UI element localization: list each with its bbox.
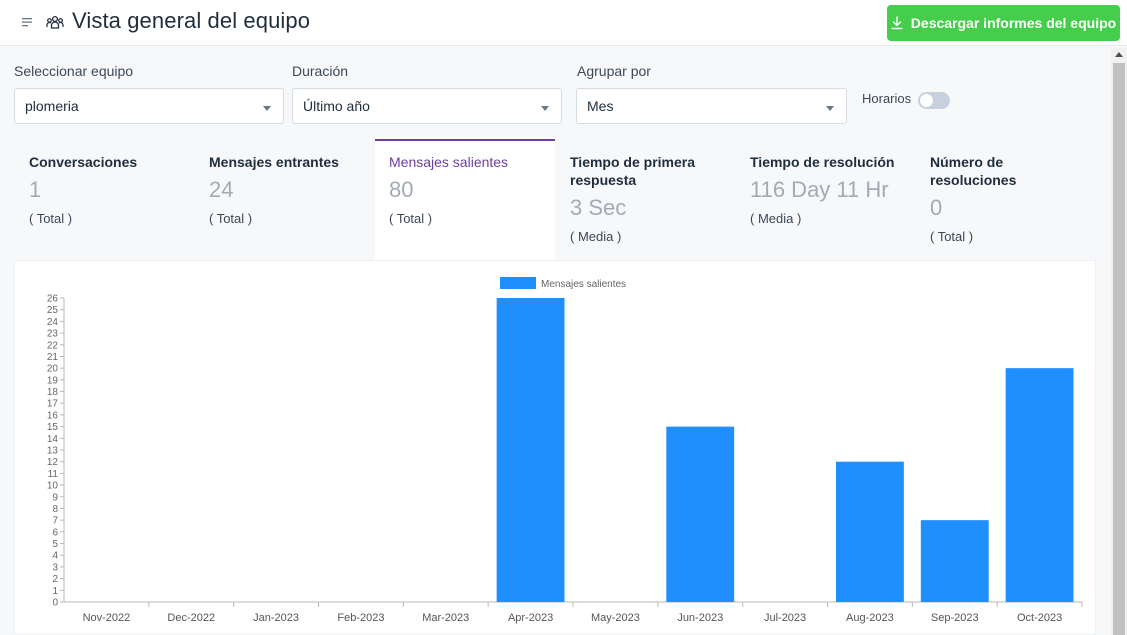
metric-subtitle: ( Total ) <box>930 229 974 244</box>
group-by-select-value: Mes <box>587 98 614 114</box>
y-tick-label: 18 <box>47 387 59 398</box>
y-tick-label: 22 <box>47 340 59 351</box>
metric-value: 80 <box>389 177 414 202</box>
legend-label: Mensajes salientes <box>541 279 626 290</box>
metric-card-resolution-count[interactable]: Número de resoluciones 0 ( Total ) <box>916 139 1106 261</box>
metric-card-conversations[interactable]: Conversaciones 1 ( Total ) <box>15 139 195 261</box>
team-select-value: plomeria <box>25 98 79 114</box>
x-tick-label: May-2023 <box>591 612 640 624</box>
x-tick-label: Nov-2022 <box>83 612 131 624</box>
x-tick-label: Sep-2023 <box>931 612 979 624</box>
business-hours-toggle[interactable] <box>918 92 950 109</box>
y-tick-label: 15 <box>47 422 59 433</box>
y-tick-label: 10 <box>47 481 59 492</box>
y-tick-label: 12 <box>47 457 59 468</box>
y-tick-label: 23 <box>47 329 59 340</box>
team-select-label: Seleccionar equipo <box>14 63 134 79</box>
vertical-scrollbar[interactable] <box>1111 48 1127 635</box>
y-tick-label: 9 <box>52 492 58 503</box>
x-tick-label: Dec-2022 <box>167 612 215 624</box>
caret-down-icon <box>826 106 834 111</box>
bar <box>496 298 565 602</box>
team-select[interactable]: plomeria <box>14 88 284 124</box>
scroll-up-arrow-icon[interactable] <box>1115 52 1123 57</box>
y-tick-label: 3 <box>52 562 58 573</box>
x-tick-label: Feb-2023 <box>337 612 384 624</box>
metric-title: Mensajes entrantes <box>209 154 339 170</box>
y-tick-label: 2 <box>52 574 58 585</box>
metric-title: Número de resoluciones <box>930 154 1017 188</box>
metric-card-first-response-time[interactable]: Tiempo de primera respuesta 3 Sec ( Medi… <box>556 139 736 261</box>
x-tick-label: Jun-2023 <box>677 612 723 624</box>
y-tick-label: 6 <box>52 527 58 538</box>
menu-lines-icon[interactable] <box>20 14 34 30</box>
y-tick-label: 0 <box>52 598 58 609</box>
metric-value: 0 <box>930 195 943 220</box>
y-tick-label: 7 <box>52 516 58 527</box>
metric-value: 24 <box>209 177 234 202</box>
metric-subtitle: ( Media ) <box>750 211 802 226</box>
bar <box>835 461 904 602</box>
duration-select[interactable]: Último año <box>292 88 562 124</box>
group-by-select[interactable]: Mes <box>576 88 847 124</box>
y-tick-label: 8 <box>52 504 58 515</box>
metric-subtitle: ( Media ) <box>570 229 622 244</box>
y-tick-label: 11 <box>48 469 59 480</box>
y-tick-label: 17 <box>47 399 59 410</box>
metric-title: Tiempo de primera respuesta <box>570 154 696 188</box>
x-tick-label: Jul-2023 <box>764 612 806 624</box>
bar <box>666 426 735 602</box>
x-tick-label: Mar-2023 <box>422 612 469 624</box>
caret-down-icon <box>541 106 549 111</box>
download-icon <box>891 16 903 30</box>
x-tick-label: Oct-2023 <box>1017 612 1062 624</box>
bar <box>920 520 989 602</box>
x-tick-label: Jan-2023 <box>253 612 299 624</box>
metric-subtitle: ( Total ) <box>29 211 73 226</box>
y-tick-label: 1 <box>52 586 58 597</box>
team-icon <box>46 15 64 29</box>
legend-swatch <box>500 277 536 289</box>
duration-select-label: Duración <box>292 63 349 79</box>
y-tick-label: 19 <box>47 375 59 386</box>
y-tick-label: 20 <box>47 364 59 375</box>
metric-value: 1 <box>29 177 42 202</box>
y-tick-label: 13 <box>47 446 59 457</box>
metric-card-outgoing-messages[interactable]: Mensajes salientes 80 ( Total ) <box>375 139 555 261</box>
metric-title: Conversaciones <box>29 154 138 170</box>
y-tick-label: 21 <box>47 352 59 363</box>
caret-down-icon <box>263 106 271 111</box>
metric-card-incoming-messages[interactable]: Mensajes entrantes 24 ( Total ) <box>195 139 375 261</box>
group-by-select-label: Agrupar por <box>577 63 651 79</box>
metric-title: Tiempo de resolución <box>750 154 895 170</box>
metric-subtitle: ( Total ) <box>209 211 253 226</box>
x-tick-label: Aug-2023 <box>846 612 894 624</box>
y-tick-label: 5 <box>52 539 58 550</box>
metric-title: Mensajes salientes <box>389 154 509 170</box>
metric-value: 116 Day 11 Hr <box>750 177 889 202</box>
y-tick-label: 24 <box>47 317 59 328</box>
y-tick-label: 26 <box>47 294 59 305</box>
toggle-knob <box>920 94 933 107</box>
metric-subtitle: ( Total ) <box>389 211 433 226</box>
scrollbar-thumb[interactable] <box>1113 63 1125 635</box>
y-tick-label: 4 <box>52 551 58 562</box>
bar <box>1005 368 1074 602</box>
y-tick-label: 16 <box>47 410 59 421</box>
download-team-reports-button[interactable]: Descargar informes del equipo <box>887 5 1120 41</box>
page-header: Vista general del equipo Descargar infor… <box>0 0 1127 46</box>
metric-card-resolution-time[interactable]: Tiempo de resolución 116 Day 11 Hr ( Med… <box>736 139 916 261</box>
x-tick-label: Apr-2023 <box>508 612 553 624</box>
y-tick-label: 25 <box>47 305 59 316</box>
business-hours-label: Horarios <box>862 91 912 106</box>
metric-value: 3 Sec <box>570 195 627 220</box>
download-button-label: Descargar informes del equipo <box>910 15 1117 31</box>
y-tick-label: 14 <box>47 434 59 445</box>
page-title: Vista general del equipo <box>72 8 311 33</box>
bar-chart: 0123456789101112131415161718192021222324… <box>47 277 1083 624</box>
chart-card: 0 1 2 3 4 5 6 7 8 9 10 11 12 13 14 15 16 17 18 19 20 21 22 23 24… <box>14 260 1096 635</box>
duration-select-value: Último año <box>303 98 370 114</box>
